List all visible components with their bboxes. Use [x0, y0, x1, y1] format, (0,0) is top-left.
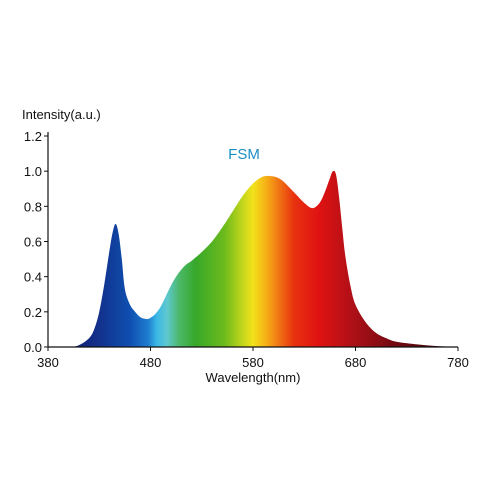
y-tick-label: 0.0: [24, 340, 42, 355]
y-ticks: 0.0 0.2 0.4 0.6 0.8 1.0 1.2: [24, 129, 48, 355]
plot-area: [48, 170, 458, 347]
x-tick-label: 780: [447, 355, 469, 370]
y-tick-label: 0.8: [24, 199, 42, 214]
y-tick-label: 1.2: [24, 129, 42, 144]
y-tick-label: 0.6: [24, 235, 42, 250]
x-ticks: 380 480 580 680 780: [37, 347, 469, 370]
x-axis-label: Wavelength(nm): [206, 370, 301, 385]
x-tick-label: 580: [242, 355, 264, 370]
y-tick-label: 0.2: [24, 305, 42, 320]
axes: 0.0 0.2 0.4 0.6 0.8 1.0 1.2 380 480 580 680 780: [24, 129, 469, 370]
chart-title: FSM: [228, 146, 260, 163]
x-tick-label: 380: [37, 355, 59, 370]
x-tick-label: 480: [140, 355, 162, 370]
y-tick-label: 0.4: [24, 270, 42, 285]
x-tick-label: 680: [345, 355, 367, 370]
y-tick-label: 1.0: [24, 164, 42, 179]
y-axis-label: Intensity(a.u.): [22, 107, 101, 122]
spectrum-area-series: [48, 170, 458, 347]
